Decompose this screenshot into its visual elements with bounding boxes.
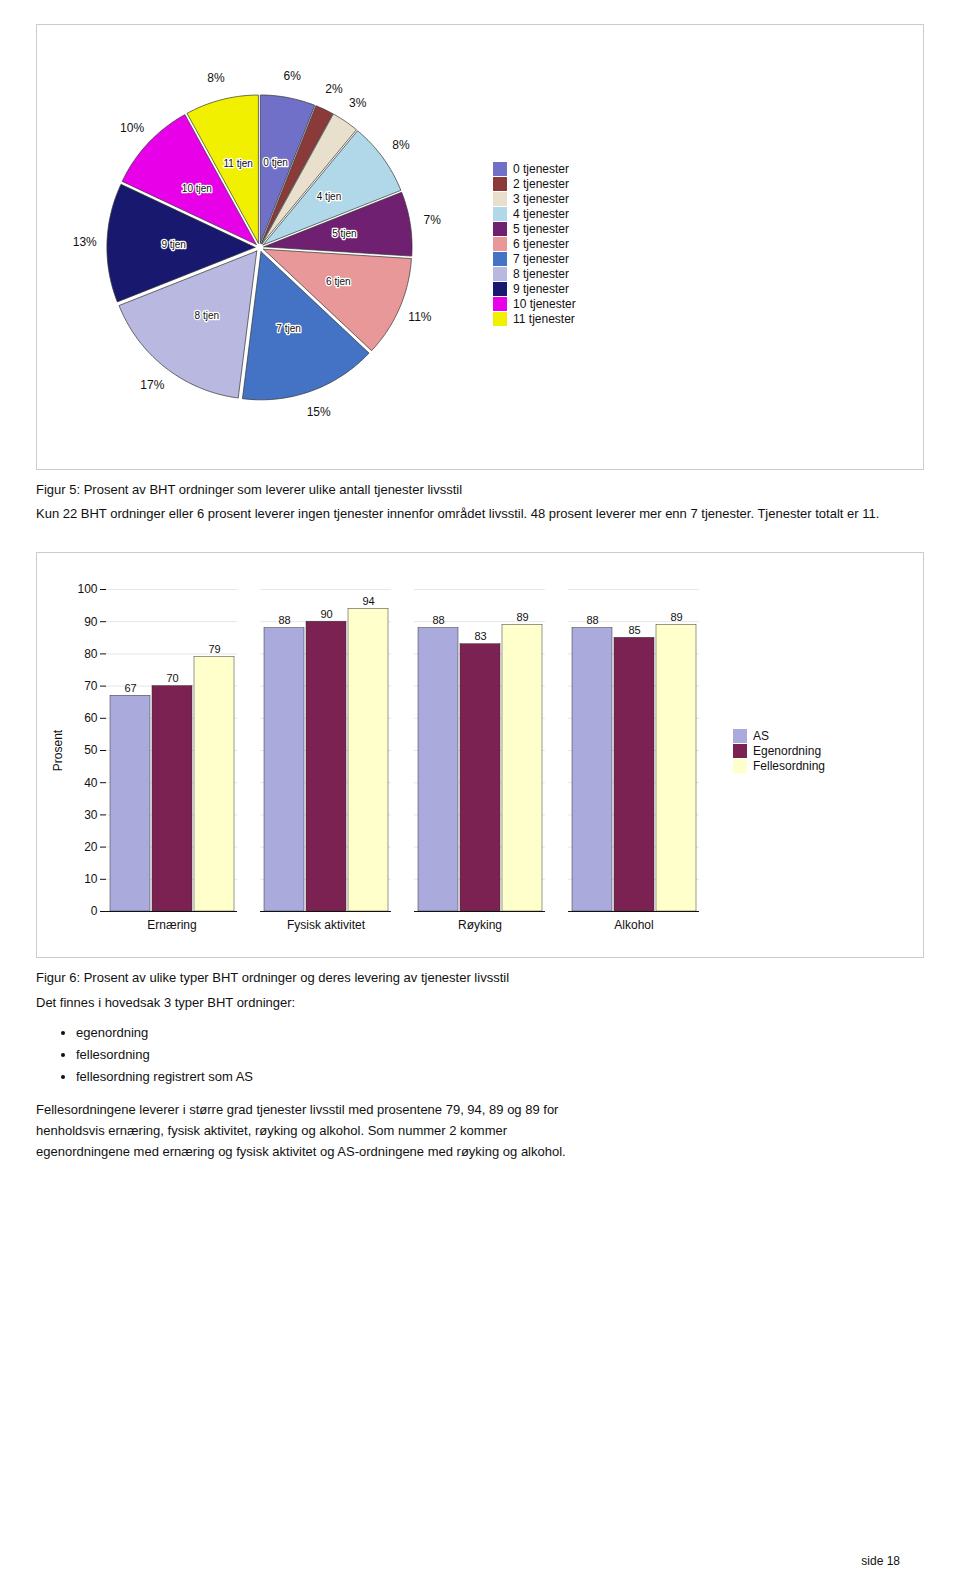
svg-text:89: 89: [516, 611, 528, 623]
svg-text:Fysisk aktivitet: Fysisk aktivitet: [287, 918, 366, 932]
html-text:10 tjenester: 10 tjenester: [513, 296, 576, 311]
svg-text:Prosent: Prosent: [51, 729, 65, 771]
svg-text:88: 88: [432, 614, 444, 626]
html-text:side 18: side 18: [861, 1554, 900, 1568]
html-text:Fellesordningene leverer i stø: Fellesordningene leverer i større grad t…: [36, 1101, 559, 1117]
html-text:7 tjenester: 7 tjenester: [513, 251, 569, 266]
svg-text:70: 70: [166, 672, 178, 684]
svg-text:Alkohol: Alkohol: [614, 918, 653, 932]
svg-text:10%: 10%: [120, 121, 144, 135]
html-text:9 tjenester: 9 tjenester: [513, 281, 569, 296]
svg-text:80: 80: [84, 647, 98, 661]
html-text:8 tjenester: 8 tjenester: [513, 266, 569, 281]
svg-text:8%: 8%: [207, 71, 225, 85]
svg-text:Ernæring: Ernæring: [147, 918, 196, 932]
svg-text:0 tjen: 0 tjen: [263, 157, 287, 168]
svg-text:30: 30: [84, 808, 98, 822]
svg-text:2%: 2%: [325, 82, 343, 96]
svg-text:7 tjen: 7 tjen: [276, 323, 300, 334]
svg-text:7%: 7%: [423, 213, 441, 227]
html-text:2 tjenester: 2 tjenester: [513, 176, 569, 191]
svg-text:11 tjen: 11 tjen: [223, 158, 252, 169]
html-text:Kun 22 BHT ordninger eller 6 p: Kun 22 BHT ordninger eller 6 prosent lev…: [36, 506, 880, 521]
svg-text:6%: 6%: [284, 69, 302, 83]
svg-text:70: 70: [84, 679, 98, 693]
html-text:egenordningene med ernæring og: egenordningene med ernæring og fysisk ak…: [36, 1143, 566, 1159]
svg-text:90: 90: [84, 614, 98, 628]
svg-text:20: 20: [84, 840, 98, 854]
html-text:3 tjenester: 3 tjenester: [513, 191, 569, 206]
svg-text:100: 100: [77, 582, 97, 596]
svg-text:60: 60: [84, 711, 98, 725]
svg-text:11%: 11%: [408, 310, 431, 324]
html-text:0 tjenester: 0 tjenester: [513, 161, 569, 176]
svg-text:9 tjen: 9 tjen: [161, 239, 185, 250]
html-text:henholdsvis ernæring, fysisk a: henholdsvis ernæring, fysisk aktivitet, …: [36, 1122, 508, 1138]
html-text:5 tjenester: 5 tjenester: [513, 221, 569, 236]
html-text:fellesordning: fellesordning: [76, 1046, 150, 1062]
svg-text:13%: 13%: [73, 235, 97, 249]
svg-text:40: 40: [84, 775, 98, 789]
html-text:Figur 6: Prosent av ulike type: Figur 6: Prosent av ulike typer BHT ordn…: [36, 969, 509, 985]
svg-text:0: 0: [91, 904, 98, 918]
svg-text:50: 50: [84, 743, 98, 757]
svg-text:15%: 15%: [307, 405, 331, 419]
svg-text:8 tjen: 8 tjen: [195, 310, 219, 321]
svg-text:88: 88: [586, 614, 598, 626]
svg-text:85: 85: [628, 624, 640, 636]
svg-text:5 tjen: 5 tjen: [332, 228, 356, 239]
svg-text:10 tjen: 10 tjen: [182, 183, 212, 194]
html-text:AS: AS: [753, 729, 769, 744]
html-text:11 tjenester: 11 tjenester: [513, 311, 575, 326]
svg-text:83: 83: [474, 630, 486, 642]
svg-text:4 tjen: 4 tjen: [317, 191, 341, 202]
html-text:Fellesordning: Fellesordning: [753, 759, 825, 774]
svg-text:67: 67: [124, 682, 136, 694]
svg-text:8%: 8%: [392, 138, 410, 152]
svg-text:90: 90: [320, 608, 332, 620]
html-text:Figur 5: Prosent av BHT ordnin: Figur 5: Prosent av BHT ordninger som le…: [36, 482, 463, 497]
html-text:Det finnes i hovedsak 3 typer: Det finnes i hovedsak 3 typer BHT ordnin…: [36, 994, 296, 1010]
svg-text:94: 94: [362, 595, 374, 607]
html-text:Egenordning: Egenordning: [753, 744, 822, 759]
svg-text:10: 10: [84, 872, 98, 886]
svg-text:89: 89: [670, 611, 682, 623]
html-text:egenordning: egenordning: [76, 1024, 149, 1040]
html-text:4 tjenester: 4 tjenester: [513, 206, 569, 221]
svg-text:Røyking: Røyking: [458, 918, 502, 932]
svg-text:3%: 3%: [349, 96, 367, 110]
svg-text:88: 88: [278, 614, 290, 626]
html-text:6 tjenester: 6 tjenester: [513, 236, 569, 251]
svg-text:6 tjen: 6 tjen: [326, 276, 350, 287]
svg-text:17%: 17%: [140, 378, 164, 392]
html-text:fellesordning registrert som A: fellesordning registrert som AS: [76, 1068, 253, 1084]
svg-text:79: 79: [208, 643, 220, 655]
